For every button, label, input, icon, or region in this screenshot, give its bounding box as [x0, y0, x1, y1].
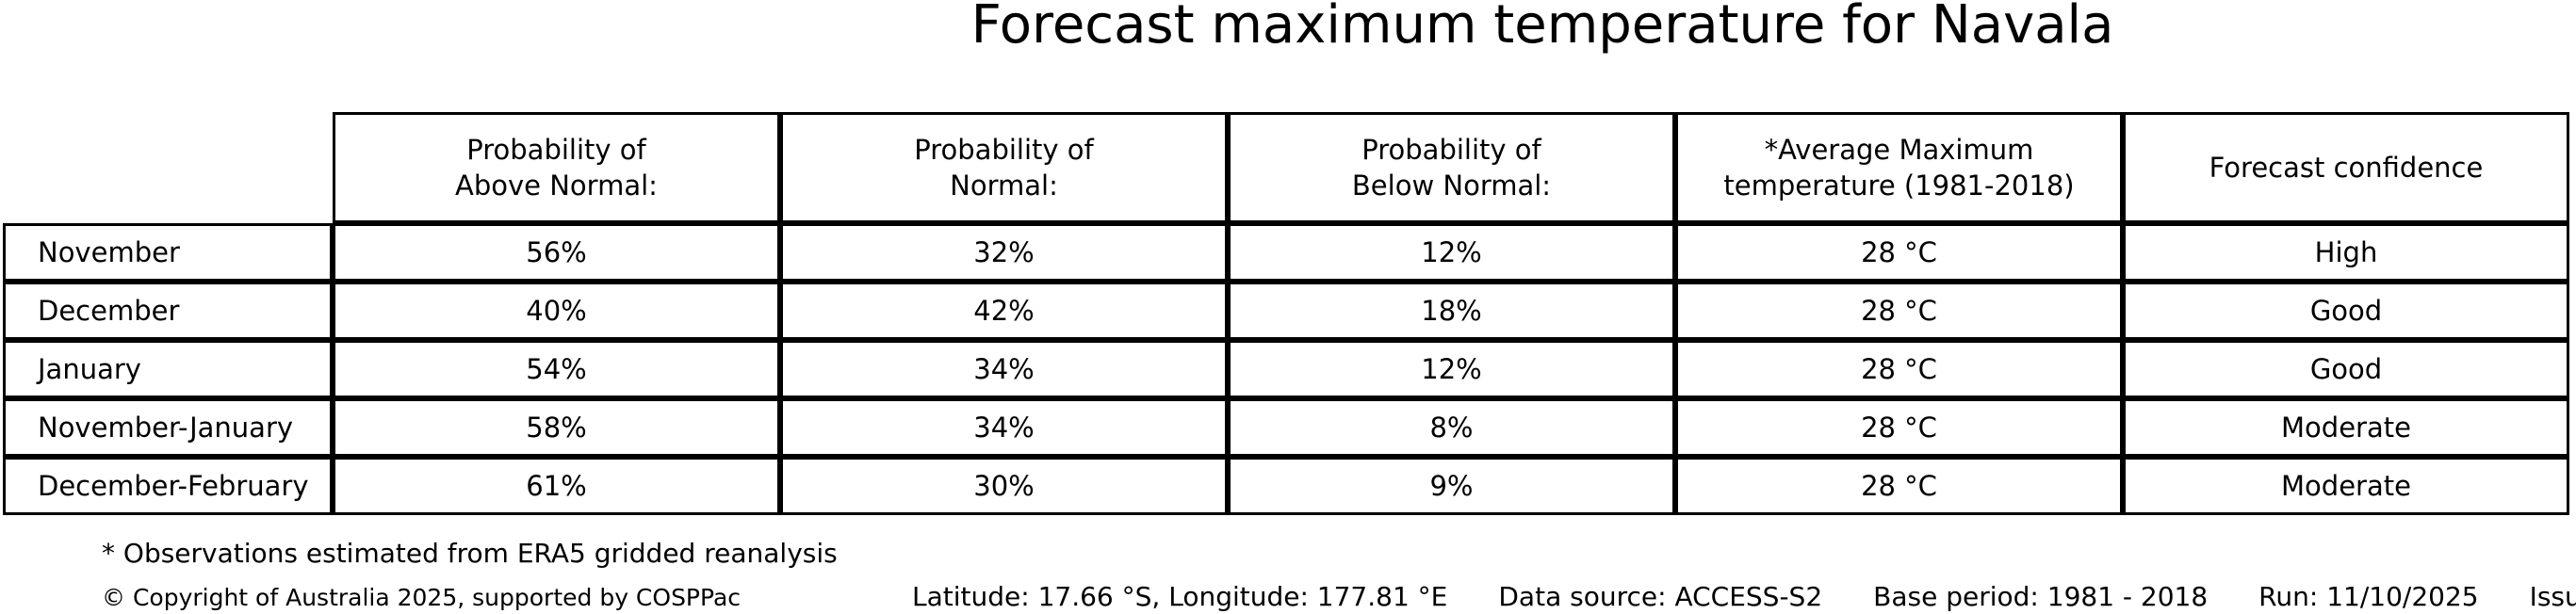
issued-date-text: Issued: 13/10/2025	[2529, 581, 2576, 612]
cell-normal: 30%	[780, 457, 1228, 515]
empty-header-cell	[3, 112, 333, 223]
cell-normal: 32%	[780, 223, 1228, 282]
cell-normal: 34%	[780, 398, 1228, 457]
column-header-below-normal: Probability of Below Normal:	[1228, 112, 1675, 223]
table-header-row: Probability of Above Normal: Probability…	[3, 112, 2569, 223]
cell-above-normal: 54%	[333, 340, 780, 398]
page-title: Forecast maximum temperature for Navala	[970, 0, 2114, 56]
row-label: December-February	[3, 457, 333, 515]
cell-below-normal: 8%	[1228, 398, 1675, 457]
cell-forecast-confidence: Moderate	[2123, 457, 2569, 515]
cell-below-normal: 12%	[1228, 223, 1675, 282]
data-source-text: Data source: ACCESS-S2	[1498, 581, 1823, 612]
cell-below-normal: 12%	[1228, 340, 1675, 398]
cell-forecast-confidence: Moderate	[2123, 398, 2569, 457]
cell-forecast-confidence: Good	[2123, 282, 2569, 340]
copyright-text: © Copyright of Australia 2025, supported…	[102, 584, 742, 611]
footer-bar: © Copyright of Australia 2025, supported…	[0, 580, 2576, 614]
row-label: January	[3, 340, 333, 398]
cell-below-normal: 18%	[1228, 282, 1675, 340]
forecast-table: Probability of Above Normal: Probability…	[3, 112, 2569, 515]
era5-footnote: * Observations estimated from ERA5 gridd…	[102, 538, 838, 569]
cell-normal: 34%	[780, 340, 1228, 398]
cell-average-max-temp: 28 °C	[1675, 457, 2123, 515]
table-row-january: January 54% 34% 12% 28 °C Good	[3, 340, 2569, 398]
cell-above-normal: 40%	[333, 282, 780, 340]
cell-average-max-temp: 28 °C	[1675, 223, 2123, 282]
location-text: Latitude: 17.66 °S, Longitude: 177.81 °E	[912, 581, 1448, 612]
run-date-text: Run: 11/10/2025	[2258, 581, 2479, 612]
table-row-november-january: November-January 58% 34% 8% 28 °C Modera…	[3, 398, 2569, 457]
cell-below-normal: 9%	[1228, 457, 1675, 515]
cell-average-max-temp: 28 °C	[1675, 340, 2123, 398]
row-label: December	[3, 282, 333, 340]
cell-above-normal: 56%	[333, 223, 780, 282]
column-header-above-normal: Probability of Above Normal:	[333, 112, 780, 223]
column-header-average-max-temp: *Average Maximum temperature (1981-2018)	[1675, 112, 2123, 223]
row-label: November	[3, 223, 333, 282]
table-row-november: November 56% 32% 12% 28 °C High	[3, 223, 2569, 282]
table-row-december-february: December-February 61% 30% 9% 28 °C Moder…	[3, 457, 2569, 515]
column-header-normal: Probability of Normal:	[780, 112, 1228, 223]
cell-forecast-confidence: Good	[2123, 340, 2569, 398]
row-label: November-January	[3, 398, 333, 457]
cell-above-normal: 58%	[333, 398, 780, 457]
footer-metadata: Latitude: 17.66 °S, Longitude: 177.81 °E…	[912, 581, 2576, 612]
base-period-text: Base period: 1981 - 2018	[1873, 581, 2209, 612]
cell-forecast-confidence: High	[2123, 223, 2569, 282]
cell-average-max-temp: 28 °C	[1675, 282, 2123, 340]
cell-average-max-temp: 28 °C	[1675, 398, 2123, 457]
cell-above-normal: 61%	[333, 457, 780, 515]
column-header-forecast-confidence: Forecast confidence	[2123, 112, 2569, 223]
table-row-december: December 40% 42% 18% 28 °C Good	[3, 282, 2569, 340]
cell-normal: 42%	[780, 282, 1228, 340]
